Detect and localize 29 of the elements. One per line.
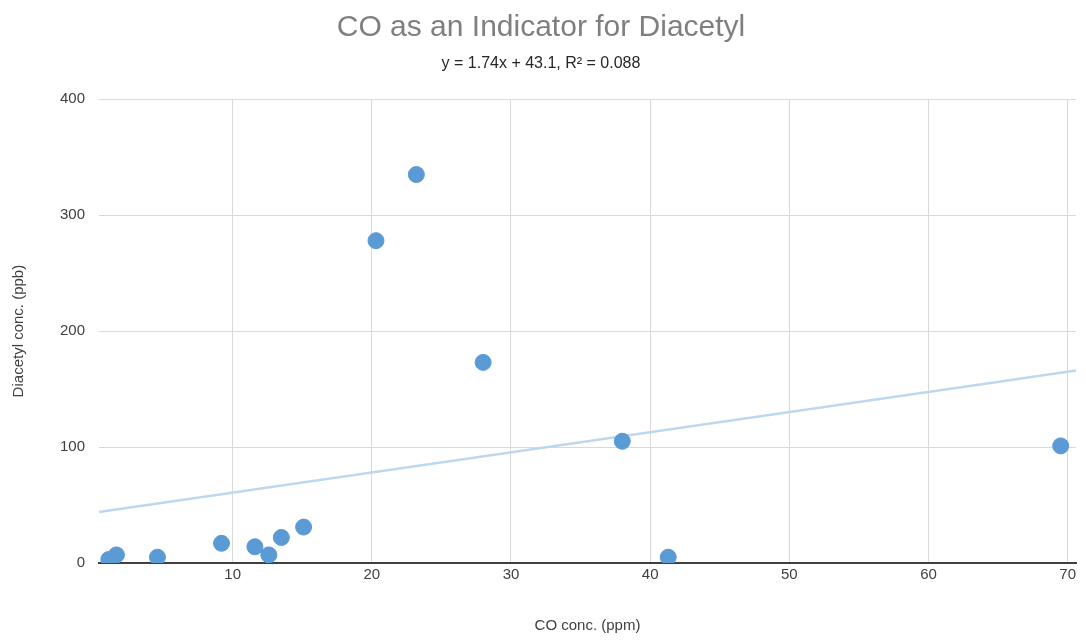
point: [107, 546, 125, 563]
point: [474, 353, 492, 371]
y-tick-label: 200: [60, 321, 86, 339]
point: [148, 548, 166, 563]
y-tick-label: 300: [60, 205, 86, 223]
x-tick-label: 50: [780, 565, 798, 583]
x-tick-label: 60: [920, 565, 937, 583]
y-tick-label: 400: [60, 89, 86, 107]
point: [295, 518, 313, 536]
point: [407, 166, 425, 184]
x-tick-label: 70: [1059, 565, 1076, 583]
point: [1052, 437, 1070, 455]
point: [659, 548, 677, 563]
point: [613, 432, 631, 450]
y-tick-label: 0: [76, 553, 86, 571]
x-tick-label: 20: [363, 565, 381, 583]
chart-title: CO as an Indicator for Diacetyl: [336, 9, 746, 43]
chart-subtitle: y = 1.74x + 43.1, R² = 0.088: [441, 54, 641, 72]
y-tick-label: 100: [60, 437, 86, 455]
point: [260, 546, 278, 563]
y-axis-title: Diacetyl conc. (ppb): [9, 264, 27, 398]
x-tick-label: 40: [641, 565, 659, 583]
point: [246, 538, 264, 556]
x-tick-label: 30: [502, 565, 520, 583]
x-tick-label: 10: [224, 565, 241, 583]
point: [272, 528, 290, 546]
point: [367, 232, 385, 250]
x-axis-title: CO conc. (ppm): [534, 616, 641, 634]
point: [213, 534, 230, 552]
